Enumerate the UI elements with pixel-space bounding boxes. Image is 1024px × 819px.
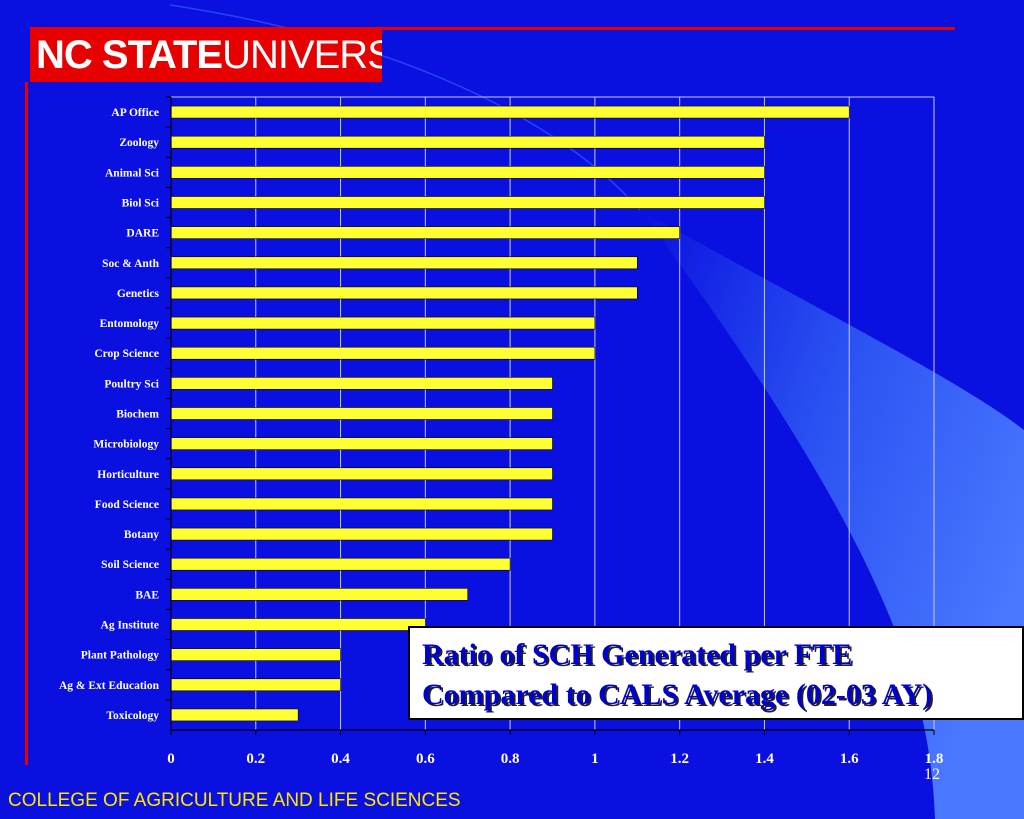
x-tick-label: 1.8 [925, 751, 944, 767]
bar [170, 226, 680, 239]
bar [170, 708, 299, 722]
y-category-label: Biol Sci [122, 198, 160, 210]
footer-college-name: COLLEGE OF AGRICULTURE AND LIFE SCIENCES [8, 790, 461, 811]
bar [170, 588, 469, 601]
bar [170, 407, 553, 420]
bar [170, 377, 553, 390]
bar [170, 618, 426, 631]
bar [170, 527, 553, 541]
x-tick-label: 0.8 [501, 751, 520, 767]
y-category-label: Toxicology [106, 710, 159, 722]
slide-number: 12 [924, 766, 940, 783]
y-category-label: AP Office [111, 107, 159, 119]
bar [170, 196, 765, 209]
y-category-label: Ag Institute [101, 620, 159, 632]
y-category-label: Plant Pathology [81, 650, 160, 662]
y-category-label: Ag & Ext Education [59, 680, 160, 692]
x-tick-label: 1 [591, 751, 599, 767]
bar [170, 286, 638, 300]
title-line-1: Ratio of SCH Generated per FTE [422, 638, 853, 671]
y-category-label: Animal Sci [105, 167, 160, 179]
bar [170, 135, 765, 149]
y-category-label: Horticulture [97, 469, 159, 481]
y-category-label: Genetics [117, 288, 160, 300]
left-accent-line [25, 82, 28, 765]
y-category-label: DARE [126, 228, 159, 240]
y-category-label: Botany [124, 529, 159, 541]
bar [170, 467, 553, 481]
y-category-label: Microbiology [93, 439, 159, 451]
x-tick-label: 1.4 [755, 751, 774, 767]
y-category-label: Poultry Sci [104, 378, 159, 390]
bar [170, 497, 553, 511]
y-category-label: Crop Science [94, 348, 159, 360]
y-category-label: Soil Science [101, 559, 159, 571]
x-tick-label: 0 [167, 751, 175, 767]
y-category-label: Food Science [95, 499, 159, 511]
top-accent-line [30, 27, 955, 30]
y-category-label: BAE [135, 589, 159, 601]
bar [170, 346, 596, 360]
bar [170, 316, 596, 330]
y-category-label: Biochem [116, 409, 159, 421]
chart-title-box: Ratio of SCH Generated per FTE Compared … [408, 626, 1024, 720]
x-tick-label: 0.4 [331, 751, 350, 767]
logo-bold-text: NC STATE [36, 33, 223, 77]
bar [170, 437, 553, 450]
bar [170, 678, 341, 692]
ncsu-logo: NC STATEUNIVERSITY [30, 28, 382, 82]
bar [170, 105, 850, 119]
x-tick-label: 1.6 [840, 751, 859, 767]
title-line-2: Compared to CALS Average (02-03 AY) [422, 678, 933, 711]
y-category-label: Zoology [119, 137, 159, 149]
bar [170, 557, 511, 571]
x-tick-label: 0.2 [246, 751, 265, 767]
y-category-label: Entomology [100, 318, 160, 330]
bar [170, 166, 765, 179]
x-tick-label: 0.6 [416, 751, 435, 767]
y-category-label: Soc & Anth [102, 258, 159, 270]
logo-light-text: UNIVERSITY [222, 33, 382, 77]
bar [170, 648, 341, 661]
bar [170, 256, 638, 270]
x-tick-label: 1.2 [670, 751, 689, 767]
